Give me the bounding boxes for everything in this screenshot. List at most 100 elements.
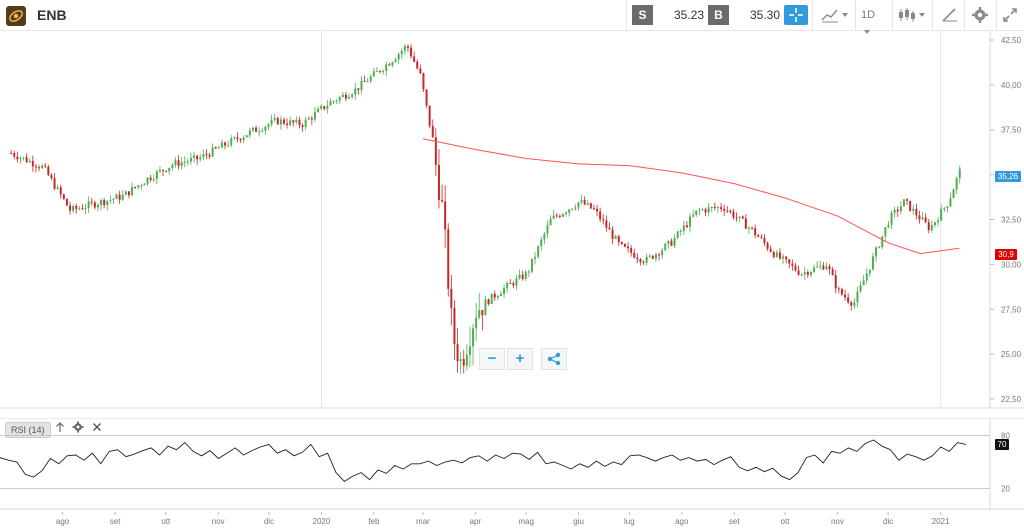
candle-body xyxy=(366,81,369,83)
candle-body xyxy=(552,215,555,219)
settings-button[interactable] xyxy=(971,6,989,24)
candle-body xyxy=(958,168,961,179)
candle-body xyxy=(744,218,747,229)
y-tick-label: 42,50 xyxy=(1001,36,1022,45)
candle-body xyxy=(574,207,577,209)
candle-body xyxy=(636,257,639,260)
candle-body xyxy=(416,61,419,69)
candle-body xyxy=(664,243,667,251)
y-tick-label: 40,00 xyxy=(1001,81,1022,90)
zoom-in-button[interactable]: + xyxy=(507,348,533,370)
candle-body xyxy=(726,210,729,212)
candle-body xyxy=(760,236,763,238)
candle-body xyxy=(778,252,781,259)
candle-body xyxy=(425,89,428,106)
moving-average-tag: 30,9 xyxy=(995,249,1017,260)
candle-body xyxy=(242,137,245,141)
candle-body xyxy=(757,235,760,237)
candle-body xyxy=(698,209,701,211)
candle-body xyxy=(205,154,208,156)
candle-body xyxy=(403,46,406,51)
candle-body xyxy=(583,199,586,205)
x-tick-label: dic xyxy=(883,517,893,526)
crosshair-button[interactable] xyxy=(784,5,808,25)
zoom-out-button[interactable]: − xyxy=(479,348,505,370)
candle-body xyxy=(791,263,794,266)
y-tick-label: 27,50 xyxy=(1001,305,1022,314)
candle-body xyxy=(741,216,744,219)
candle-body xyxy=(251,127,254,131)
candle-body xyxy=(949,198,952,207)
candle-body xyxy=(834,275,837,289)
share-icon xyxy=(547,352,561,366)
candle-body xyxy=(276,118,279,125)
candle-body xyxy=(177,160,180,166)
x-tick-label: lug xyxy=(624,517,635,526)
candle-style-menu[interactable] xyxy=(897,6,927,24)
candle-body xyxy=(723,208,726,211)
share-button[interactable] xyxy=(541,348,567,370)
candle-body xyxy=(335,100,338,102)
y-tick-label: 22,50 xyxy=(1001,395,1022,404)
gear-icon xyxy=(72,421,84,433)
indicator-remove-button[interactable] xyxy=(92,421,102,438)
candle-body xyxy=(899,206,902,212)
sell-price: 35.23 xyxy=(673,8,704,22)
candle-body xyxy=(400,50,403,55)
fullscreen-button[interactable] xyxy=(1001,6,1019,24)
chart-type-menu[interactable] xyxy=(820,6,850,24)
candle-body xyxy=(859,285,862,292)
moving-average-line xyxy=(422,138,960,255)
candle-body xyxy=(763,237,766,243)
candle-body xyxy=(295,119,298,123)
candle-body xyxy=(617,236,620,243)
candle-body xyxy=(630,248,633,253)
price-chart[interactable]: 42,5040,0037,5035,0032,5030,0027,5025,00… xyxy=(0,31,1024,411)
candle-body xyxy=(96,205,99,208)
candle-body xyxy=(109,199,112,201)
candle-body xyxy=(75,206,78,209)
candle-body xyxy=(676,231,679,238)
candle-body xyxy=(853,302,856,306)
candle-body xyxy=(720,207,723,209)
candle-body xyxy=(797,270,800,275)
candle-body xyxy=(38,167,41,169)
rsi-chart[interactable]: 80 20 xyxy=(0,418,1024,510)
draw-tools-button[interactable] xyxy=(940,6,960,24)
candle-body xyxy=(478,310,481,318)
candle-body xyxy=(670,240,673,246)
candle-body xyxy=(84,208,87,210)
candle-body xyxy=(137,185,140,188)
indicator-label[interactable]: RSI (14) xyxy=(5,422,51,438)
candle-body xyxy=(282,119,285,124)
candle-body xyxy=(893,209,896,213)
indicator-settings-button[interactable] xyxy=(72,421,84,438)
candle-body xyxy=(59,187,62,195)
instrument-symbol: ENB xyxy=(37,7,67,23)
x-tick-label: nov xyxy=(831,517,844,526)
toolbar-divider xyxy=(855,0,856,30)
candle-body xyxy=(47,166,50,176)
candle-body xyxy=(186,161,189,163)
indicator-move-up-button[interactable] xyxy=(55,421,65,438)
candle-body xyxy=(806,271,809,275)
candle-body xyxy=(921,217,924,220)
close-icon xyxy=(93,423,101,431)
candle-body xyxy=(193,155,196,158)
candle-body xyxy=(69,205,72,211)
candle-body xyxy=(93,202,96,208)
candle-body xyxy=(642,261,645,263)
candle-body xyxy=(78,208,81,210)
y-tick-label: 37,50 xyxy=(1001,126,1022,135)
candle-body xyxy=(227,145,230,147)
candle-body xyxy=(406,46,409,48)
candle-body xyxy=(53,178,56,189)
candle-body xyxy=(25,157,28,163)
candle-body xyxy=(946,206,949,208)
candle-body xyxy=(121,194,124,200)
candle-body xyxy=(28,160,31,163)
candle-body xyxy=(912,208,915,211)
timeframe-menu[interactable]: 1D xyxy=(861,6,887,34)
candle-body xyxy=(456,344,459,362)
candle-body xyxy=(313,112,316,120)
